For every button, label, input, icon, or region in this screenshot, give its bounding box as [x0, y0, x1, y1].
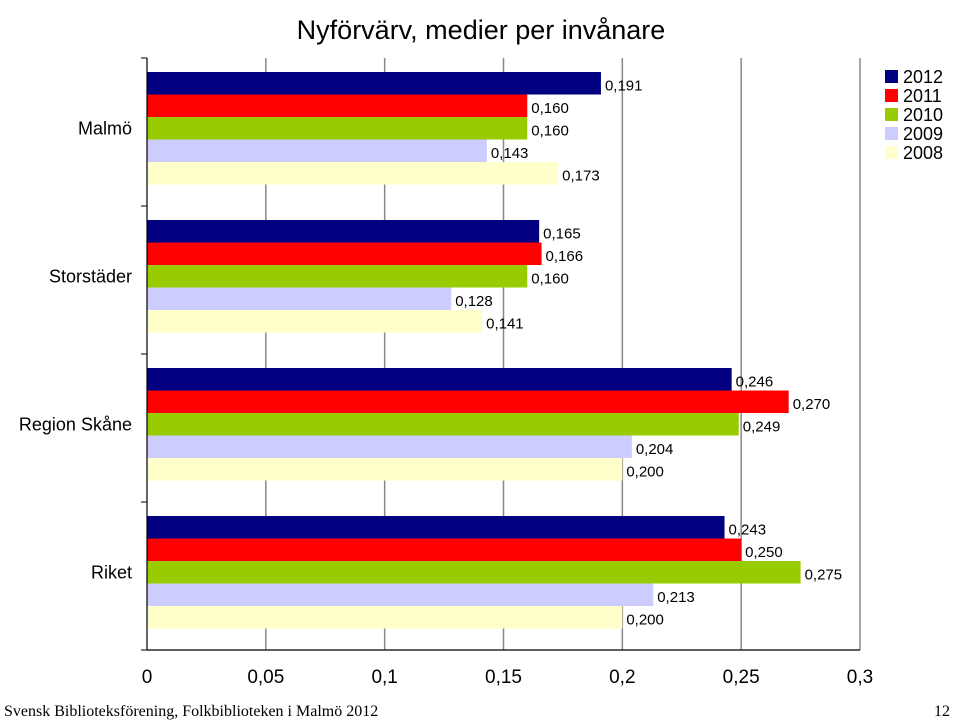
bar-2012-0: [147, 72, 601, 95]
x-tick-label: 0,3: [847, 667, 873, 688]
legend-swatch-2011: [885, 89, 898, 102]
data-label: 0,128: [455, 293, 493, 310]
data-label: 0,143: [491, 145, 529, 162]
category-label: Malmö: [78, 118, 132, 138]
bar-2012-1: [147, 220, 540, 243]
bar-2008-3: [147, 606, 623, 629]
bar-2011-1: [147, 242, 542, 265]
chart: Nyförvärv, medier per invånare Malmö 0,191…: [19, 15, 943, 688]
legend-swatch-2008: [885, 146, 898, 159]
data-label: 0,160: [531, 271, 569, 288]
data-label: 0,160: [531, 123, 569, 140]
bar-2011-2: [147, 390, 789, 413]
data-label: 0,249: [743, 419, 781, 436]
category-label: Storstäder: [49, 266, 132, 286]
bar-2009-0: [147, 139, 487, 162]
data-label: 0,275: [805, 567, 843, 584]
x-tick-label: 0,25: [723, 667, 760, 688]
data-label: 0,213: [657, 589, 695, 606]
bar-2009-2: [147, 435, 632, 458]
bar-2008-2: [147, 458, 623, 481]
page-number: 12: [934, 703, 950, 720]
legend-label: 2012: [903, 67, 943, 87]
x-tick-label: 0,2: [609, 667, 635, 688]
x-tick-label: 0,15: [485, 667, 522, 688]
category-label: Riket: [91, 562, 132, 582]
bar-2010-2: [147, 413, 739, 436]
legend-label: 2009: [903, 124, 943, 144]
data-label: 0,166: [546, 248, 584, 265]
legend-label: 2008: [903, 143, 943, 163]
data-label: 0,191: [605, 78, 643, 95]
bar-2011-3: [147, 538, 742, 561]
bar-2009-1: [147, 287, 452, 310]
data-label: 0,270: [793, 396, 831, 413]
data-label: 0,165: [543, 226, 581, 243]
chart-svg: Nyförvärv, medier per invånare Malmö 0,191…: [19, 15, 943, 688]
data-label: 0,243: [729, 522, 767, 539]
bar-2008-0: [147, 162, 559, 185]
data-label: 0,160: [531, 100, 569, 117]
footer-source: Svensk Biblioteksförening, Folkbibliotek…: [4, 703, 379, 720]
data-label: 0,173: [562, 168, 600, 185]
legend-label: 2010: [903, 105, 943, 125]
legend-swatch-2012: [885, 70, 898, 83]
data-label: 0,204: [636, 441, 674, 458]
data-label: 0,200: [626, 612, 664, 629]
x-tick-label: 0,1: [371, 667, 397, 688]
data-label: 0,141: [486, 316, 524, 333]
data-label: 0,250: [745, 544, 783, 561]
data-label: 0,200: [626, 464, 664, 481]
bar-2012-3: [147, 516, 725, 539]
legend-swatch-2010: [885, 108, 898, 121]
data-label: 0,246: [736, 374, 774, 391]
category-label: Region Skåne: [19, 414, 132, 434]
legend-swatch-2009: [885, 127, 898, 140]
bar-2012-2: [147, 368, 732, 391]
bar-2010-3: [147, 561, 801, 584]
bar-2009-3: [147, 583, 654, 606]
bar-2010-1: [147, 265, 528, 288]
bar-2008-1: [147, 310, 483, 333]
x-tick-label: 0: [142, 667, 153, 688]
x-tick-label: 0,05: [247, 667, 284, 688]
bar-2011-0: [147, 94, 528, 117]
chart-title: Nyförvärv, medier per invånare: [297, 15, 666, 45]
bar-2010-0: [147, 117, 528, 140]
legend-label: 2011: [903, 86, 942, 106]
